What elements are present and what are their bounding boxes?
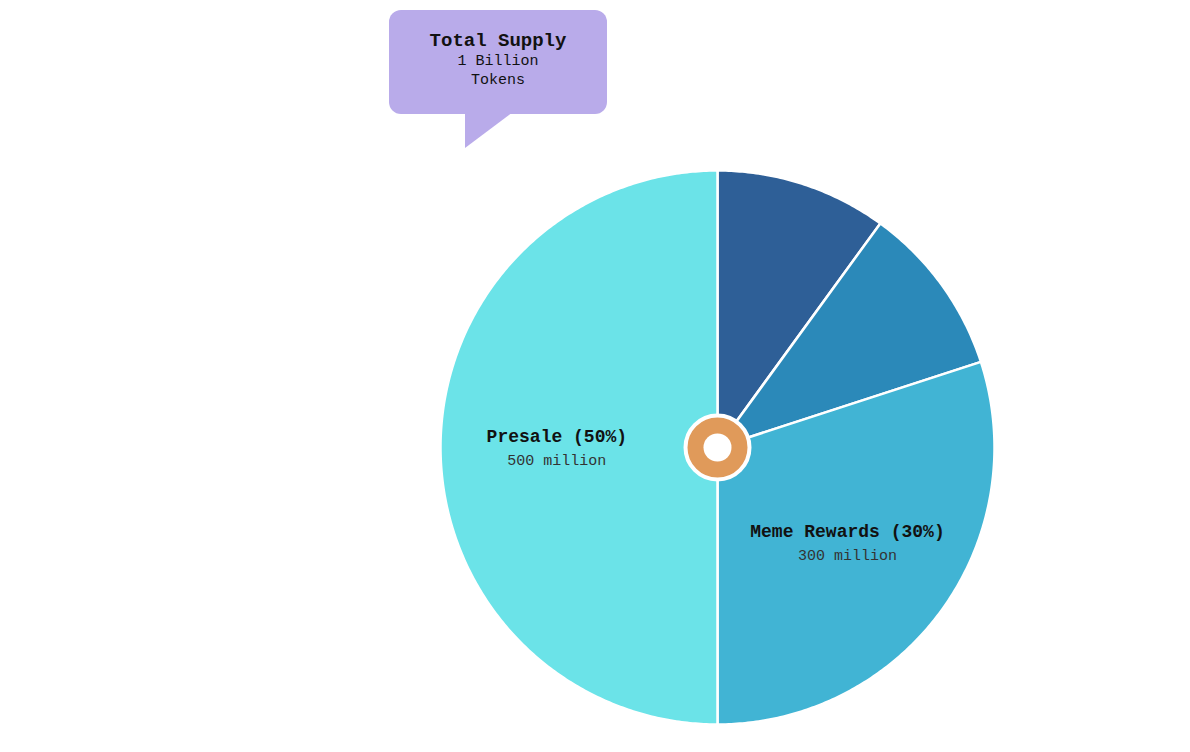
svg-text:300 million: 300 million (798, 548, 897, 565)
html-text:Tokens: Tokens (471, 72, 525, 89)
svg-text:Meme Rewards (30%): Meme Rewards (30%) (750, 522, 944, 542)
svg-text:Presale (50%): Presale (50%) (487, 427, 627, 447)
svg-text:500 million: 500 million (507, 453, 606, 470)
html-text:1 Billion: 1 Billion (457, 53, 539, 70)
html-text:Total Supply: Total Supply (429, 30, 567, 52)
